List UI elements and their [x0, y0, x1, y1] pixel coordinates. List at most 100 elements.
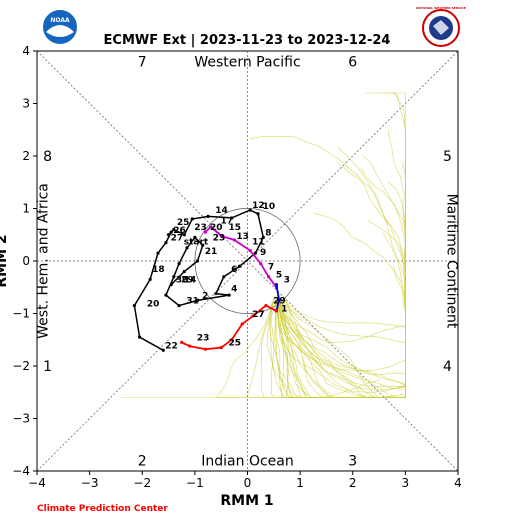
recent-observed-path-label: 23: [213, 234, 226, 244]
nws-logo: NATIONAL WEATHER SERVICE: [416, 6, 466, 47]
region-label-left: West. Hem. and Africa: [36, 183, 52, 339]
ensemble-mean-path-point: [219, 346, 223, 350]
y-tick-label: 0: [22, 254, 30, 268]
y-tick-label: −2: [12, 359, 30, 373]
observed-path-point: [227, 293, 231, 297]
observed-path-label: 2: [202, 291, 208, 301]
observed-path-label: 21: [205, 247, 218, 257]
x-tick-label: 0: [244, 476, 252, 490]
observed-path-point: [185, 246, 189, 250]
ensemble-line: [277, 284, 406, 398]
recent-observed-path-point: [232, 238, 236, 242]
observed-path: [133, 209, 265, 351]
observed-path-label: 26: [173, 226, 186, 236]
phase-number: 3: [348, 454, 357, 470]
observed-path-point: [177, 304, 181, 308]
observed-path-point: [172, 227, 176, 232]
recent-observed-path-label: 13: [236, 232, 249, 242]
observed-path-label: 27: [171, 234, 184, 244]
y-axis-label: RMM 2: [0, 234, 10, 287]
phase-number: 4: [443, 359, 452, 375]
observed-path-label: 14: [215, 206, 228, 216]
observed-path-point: [161, 348, 165, 352]
x-tick-label: −1: [186, 476, 204, 490]
y-tick-label: 2: [22, 149, 30, 163]
observed-path-point: [253, 251, 257, 255]
observed-path-point: [193, 235, 197, 239]
phase-number: 5: [443, 149, 452, 165]
y-tick-label: −3: [12, 412, 30, 426]
recent-observed-path-point: [209, 225, 213, 229]
phase-number: 1: [43, 359, 52, 375]
ensemble-line: [279, 197, 406, 398]
ensemble-mean-path-label: 27: [252, 310, 265, 320]
ensemble-line: [277, 222, 406, 398]
noaa-logo-text: NOAA: [50, 17, 70, 24]
observed-path-label: 10: [263, 202, 276, 212]
observed-path-point: [148, 277, 152, 281]
observed-path-label: 25: [177, 218, 190, 228]
observed-path-point: [195, 259, 200, 263]
grid-line-diagonal: [36, 50, 459, 472]
observed-path-point: [169, 283, 173, 287]
observed-path-point: [164, 293, 168, 297]
observed-path-point: [206, 214, 210, 218]
observed-path-label: 20: [147, 299, 160, 309]
x-axis-label: RMM 1: [220, 493, 273, 509]
observed-path-point: [238, 264, 242, 268]
ensemble-line: [121, 295, 275, 398]
observed-path-point: [214, 291, 218, 296]
x-tick-label: −3: [81, 476, 99, 490]
x-tick-label: 2: [349, 476, 357, 490]
recent-observed-path-point: [203, 230, 207, 234]
ensemble-line: [278, 168, 406, 398]
chart-title: ECMWF Ext | 2023-11-23 to 2023-12-24: [104, 33, 391, 48]
recent-observed-path-label: 11: [252, 237, 265, 247]
recent-observed-path-label: 17: [221, 216, 234, 226]
y-tick-label: −1: [12, 307, 30, 321]
observed-path-point: [182, 269, 186, 274]
ensemble-line: [277, 232, 406, 398]
phase-number: 6: [348, 55, 357, 71]
ensemble-mean-path-label: 29: [273, 297, 286, 307]
phase-number: 8: [43, 149, 52, 165]
x-tick-label: 3: [402, 476, 410, 490]
recent-observed-path-label: 7: [268, 263, 274, 273]
observed-path-point: [190, 217, 194, 221]
phase-number: 2: [138, 454, 147, 470]
observed-path-point: [222, 275, 226, 279]
nws-logo-text: NATIONAL WEATHER SERVICE: [416, 6, 466, 10]
observed-path-point: [132, 304, 136, 308]
phase-number: 7: [138, 55, 147, 71]
recent-observed-path-point: [219, 234, 223, 238]
ensemble-line: [282, 92, 406, 329]
ensemble-line: [280, 252, 406, 398]
recent-observed-path-label: 9: [260, 248, 266, 258]
observed-path-label: 22: [165, 341, 178, 351]
ensemble-mean-path-point: [240, 322, 244, 326]
y-tick-label: 4: [22, 44, 30, 58]
unit-circle: [194, 208, 301, 314]
ensemble-line: [275, 225, 406, 398]
observed-path-point: [166, 233, 171, 237]
observed-path-label: 30: [176, 276, 189, 286]
observed-path-label: 12: [252, 201, 265, 211]
x-tick-label: 1: [296, 476, 304, 490]
recent-observed-path-point: [259, 262, 263, 266]
ensemble-line: [277, 129, 406, 390]
ensemble-line: [278, 162, 406, 372]
ensemble-mean-path-point: [264, 304, 268, 308]
observed-path-point: [177, 262, 181, 266]
x-tick-label: 4: [454, 476, 462, 490]
y-tick-label: −4: [12, 464, 30, 478]
y-tick-label: 3: [22, 97, 30, 111]
ensemble-line: [269, 220, 406, 398]
forecast-start-path-point: [274, 283, 279, 287]
recent-observed-path: [204, 225, 278, 288]
ensemble-mean-path-label: 23: [197, 333, 210, 343]
observed-path-label: 29: [181, 276, 194, 286]
observed-path-label: 4: [231, 285, 237, 295]
credit-text: Climate Prediction Center: [37, 504, 168, 514]
x-tick-label: −2: [133, 476, 151, 490]
